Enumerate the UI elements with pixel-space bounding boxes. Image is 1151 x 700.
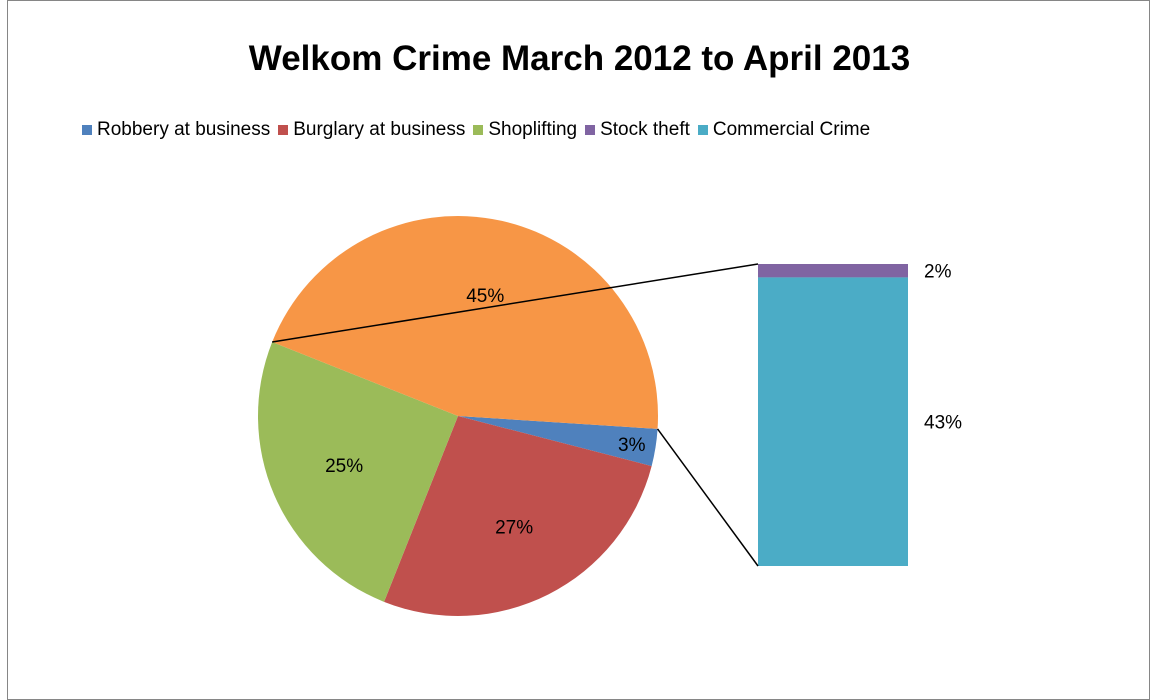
legend: Robbery at business Burglary at business S…	[82, 119, 878, 141]
data-label-burglary-at-business: 27%	[495, 518, 533, 539]
connector-line-bottom	[656, 428, 759, 567]
bar-segment-commercial-crime	[758, 277, 908, 566]
chart-area: Welkom Crime March 2012 to April 2013 Ro…	[7, 0, 1150, 700]
legend-item-robbery-at-business: Robbery at business	[82, 119, 270, 141]
pie-slice-robbery-at-business	[458, 416, 658, 467]
pie-of-bar-chart: 3% 27% 25% 45% 2% 43%	[258, 216, 962, 617]
legend-swatch	[585, 125, 596, 135]
legend-label: Shoplifting	[488, 119, 578, 140]
legend-label: Burglary at business	[293, 119, 466, 140]
data-label-commercial-crime: 43%	[924, 413, 962, 434]
bar-segment-stock-theft	[758, 264, 908, 278]
legend-label: Commercial Crime	[712, 119, 871, 140]
legend-swatch	[278, 125, 289, 135]
legend-label: Stock theft	[600, 119, 690, 140]
pie-slice-shoplifting	[258, 342, 458, 602]
chart-title: Welkom Crime March 2012 to April 2013	[248, 39, 911, 78]
data-label-other: 45%	[466, 286, 504, 307]
legend-swatch	[697, 125, 708, 135]
legend-label: Robbery at business	[97, 119, 271, 140]
legend-item-commercial-crime: Commercial Crime	[697, 119, 871, 141]
legend-item-burglary-at-business: Burglary at business	[278, 119, 465, 141]
data-label-stock-theft: 2%	[924, 262, 952, 283]
legend-item-shoplifting: Shoplifting	[473, 119, 577, 141]
legend-swatch	[473, 125, 484, 135]
pie-slice-burglary-at-business	[384, 416, 652, 617]
data-label-robbery-at-business: 3%	[618, 435, 646, 456]
legend-item-stock-theft: Stock theft	[585, 119, 690, 141]
connector-line-top	[272, 263, 759, 343]
pie-slice-other	[272, 216, 658, 429]
data-label-shoplifting: 25%	[325, 456, 363, 477]
legend-swatch	[82, 125, 92, 135]
